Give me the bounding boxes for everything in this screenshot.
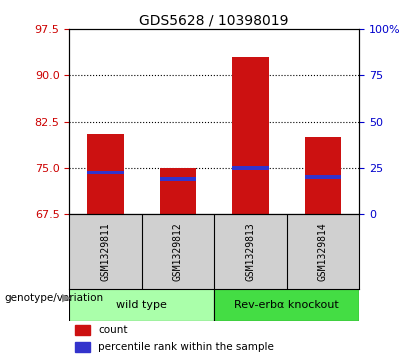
- Bar: [75, 325, 89, 335]
- Text: percentile rank within the sample: percentile rank within the sample: [98, 342, 274, 352]
- Text: GSM1329813: GSM1329813: [245, 222, 255, 281]
- Bar: [87, 171, 123, 175]
- Bar: [305, 137, 341, 214]
- Bar: [214, 289, 359, 321]
- Bar: [75, 342, 89, 352]
- Bar: [305, 175, 341, 179]
- Bar: [232, 57, 268, 214]
- Text: Rev-erbα knockout: Rev-erbα knockout: [234, 300, 339, 310]
- Text: GSM1329811: GSM1329811: [100, 222, 110, 281]
- Text: ▶: ▶: [62, 293, 71, 303]
- Text: wild type: wild type: [116, 300, 167, 310]
- Text: count: count: [98, 325, 128, 335]
- Bar: [232, 166, 268, 170]
- Bar: [69, 289, 214, 321]
- Bar: [160, 168, 196, 214]
- Text: genotype/variation: genotype/variation: [4, 293, 103, 303]
- Title: GDS5628 / 10398019: GDS5628 / 10398019: [139, 14, 289, 28]
- Text: GSM1329814: GSM1329814: [318, 222, 328, 281]
- Bar: [160, 177, 196, 181]
- Text: GSM1329812: GSM1329812: [173, 222, 183, 281]
- Bar: [87, 134, 123, 214]
